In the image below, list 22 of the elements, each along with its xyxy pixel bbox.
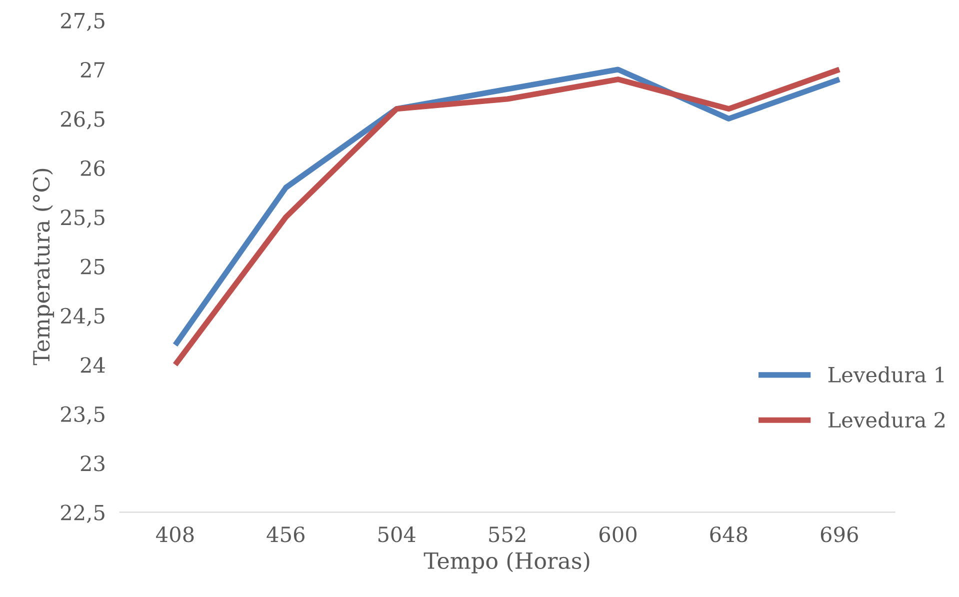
x-tick-label: 600 — [600, 526, 637, 542]
legend-label: Levedura 1 — [828, 366, 944, 383]
x-axis-title: Tempo (Horas) — [424, 552, 590, 574]
y-axis-title: Temperatura (°C) — [32, 168, 54, 366]
y-tick-label: 25 — [80, 258, 104, 274]
y-tick-label: 23 — [80, 455, 104, 472]
x-tick-label: 456 — [266, 526, 304, 542]
y-tick-label: 22,5 — [61, 504, 104, 523]
y-tick-label: 26,5 — [61, 111, 104, 130]
y-tick-label: 24,5 — [61, 308, 104, 326]
x-tick-label: 696 — [820, 526, 858, 542]
y-tick-label: 24 — [80, 357, 105, 373]
x-tick-label: 648 — [710, 526, 748, 542]
y-tick-label: 23,5 — [61, 406, 104, 425]
y-tick-label: 26 — [80, 160, 105, 176]
x-tick-label: 504 — [378, 526, 416, 542]
x-tick-label: 408 — [156, 526, 194, 542]
y-tick-label: 27 — [80, 62, 104, 78]
y-tick-label: 27,5 — [61, 12, 104, 32]
legend-label: Levedura 2 — [828, 412, 944, 428]
y-tick-label: 25,5 — [61, 210, 104, 228]
x-tick-label: 552 — [489, 526, 526, 542]
